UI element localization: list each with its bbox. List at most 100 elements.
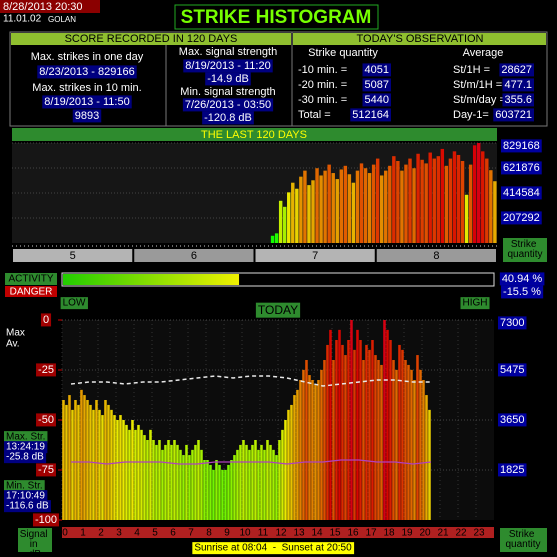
bar [464,194,469,243]
bar [468,164,473,243]
bar [383,320,386,520]
bar [278,440,281,520]
bar [388,165,392,243]
bar [296,389,299,520]
bar [299,380,302,520]
bar [389,340,392,520]
bar [344,355,347,520]
bar [278,200,283,243]
label-bg [362,78,391,92]
y2-tick-label: -75 [38,464,54,476]
group-label: 5 [70,250,76,262]
bar [377,360,380,520]
bar [472,145,477,243]
gauge-fill [63,274,240,285]
bar [80,389,83,520]
bar [452,151,457,243]
bar [412,168,416,243]
column-header: Average [463,47,504,59]
bar [149,429,152,520]
bar [167,440,170,520]
value: 8/23/2013 - 829166 [39,66,134,78]
row-value: 603721 [495,109,532,121]
danger-label: DANGER [10,287,53,298]
page-title: STRIKE HISTOGRAM [181,7,372,28]
group-label: 7 [312,250,318,262]
y-tick-label: 829168 [503,140,540,152]
x-tick-label: 3 [116,528,122,539]
bar [291,182,295,243]
bar [101,415,104,520]
label-bg [498,413,527,427]
bar [266,440,269,520]
bar [379,175,384,243]
bar [371,340,374,520]
bar [155,444,158,520]
x-tick-label: 11 [258,528,269,539]
y2-tick-label: 0 [43,314,49,326]
value: -14.9 dB [207,73,249,85]
label-bg [498,363,527,377]
bar [395,369,398,520]
bar [287,409,290,520]
value: 8/19/2013 - 11:20 [185,60,270,72]
bar [400,170,404,243]
x-tick-label: 2 [98,528,104,539]
bar [368,349,371,520]
group-band [376,249,496,262]
bar [339,169,344,243]
bar [428,152,432,243]
x-tick-label: 1 [80,528,86,539]
min-str-label: Min. Str. [6,481,43,492]
x-tick-label: 22 [455,528,467,539]
bar [398,344,401,520]
bar [161,449,164,520]
bar [233,455,236,520]
row-label: -30 min. = [298,94,347,106]
y-tick-label: 621876 [503,162,540,174]
version: 11.01.02 [3,14,42,25]
bar [125,424,128,520]
bar [335,340,338,520]
bar [134,429,137,520]
bar [314,384,317,520]
bar [65,404,68,520]
bar [456,154,461,243]
bar [363,168,368,243]
row-label: -20 min. = [298,79,347,91]
bar [212,469,215,520]
bar [269,444,272,520]
bar [257,449,260,520]
bar [307,185,311,243]
group-band [255,249,375,262]
row-label: Total = [298,109,331,121]
bar [140,429,143,520]
bar [331,173,335,243]
signal-line [70,375,431,387]
x-tick-label: 19 [401,528,413,539]
bar [425,395,428,520]
bar [170,444,173,520]
datetime: 8/28/2013 20:30 [3,1,83,13]
label-bg [502,93,534,107]
y-axis-label: Strike quantity [505,529,540,550]
bar [359,340,362,520]
bar [131,420,134,520]
bar [353,349,356,520]
bar [206,460,209,520]
min-str-value: -116.6 dB [6,501,49,512]
observation-title: TODAY'S OBSERVATION [357,33,484,45]
bar [440,148,445,243]
bar [191,449,194,520]
bar [287,192,291,243]
bar [408,158,412,243]
bar [137,424,140,520]
bar [323,360,326,520]
activity-label: ACTIVITY [8,274,53,285]
bar [242,440,245,520]
high-label: HIGH [463,298,488,309]
label-bg [499,272,545,286]
label-bg [460,297,490,310]
bar [295,188,299,243]
